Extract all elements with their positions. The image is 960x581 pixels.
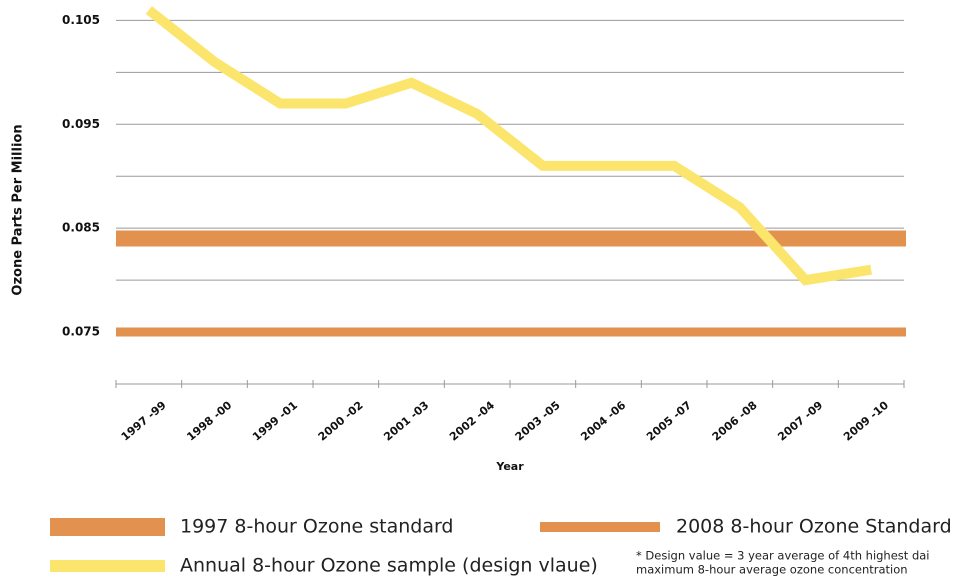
legend-label: 1997 8-hour Ozone standard [180, 516, 454, 538]
y-tick-label: 0.085 [62, 221, 100, 235]
y-tick-label: 0.095 [62, 117, 100, 131]
x-tick-label: 2006 -08 [710, 399, 760, 444]
data-line [145, 6, 872, 286]
x-tick-label: 2001 -03 [381, 399, 431, 444]
legend-swatch [540, 522, 660, 532]
x-tick-label: 2004 -06 [578, 398, 628, 443]
footnote: * Design value = 3 year average of 4th h… [636, 549, 930, 563]
x-tick-label: 1997 -99 [119, 399, 169, 444]
legend-swatch [50, 560, 165, 572]
x-tick-label: 2003 -05 [513, 399, 563, 444]
legend-label: Annual 8-hour Ozone sample (design vlaue… [180, 555, 598, 577]
legend-swatch [50, 518, 165, 536]
y-tick-label: 0.105 [62, 13, 100, 27]
x-tick-label: 2005 -07 [644, 399, 694, 444]
x-tick-label: 2000 -02 [316, 399, 366, 444]
legend-label: 2008 8-hour Ozone Standard [676, 516, 952, 538]
x-tick-label: 2009 -10 [841, 398, 891, 443]
y-tick-label: 0.075 [62, 325, 100, 339]
x-tick-label: 2007 -09 [775, 399, 825, 444]
footnote: maximum 8-hour average ozone concentrati… [636, 563, 908, 577]
x-axis-title: Year [495, 460, 524, 473]
x-tick-label: 2002 -04 [447, 398, 497, 443]
y-axis-title: Ozone Parts Per Million [11, 124, 26, 295]
x-tick-label: 1998 -00 [184, 398, 234, 443]
x-tick-label: 1999 -01 [250, 399, 300, 444]
